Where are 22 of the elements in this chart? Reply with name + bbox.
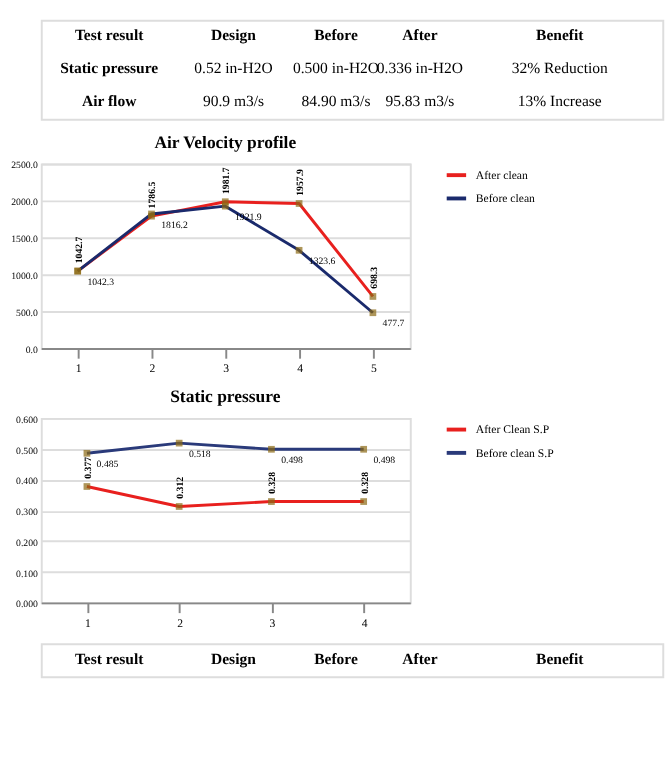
- text: Benefit: [536, 649, 585, 668]
- text: 95.83 m3/s: [385, 92, 455, 111]
- text: 13% Increase: [517, 92, 603, 111]
- text: Design: [211, 649, 258, 668]
- text: Design: [211, 26, 258, 45]
- text: Test result: [74, 649, 145, 668]
- chart-title: Static pressure: [170, 386, 281, 407]
- text: 90.9 m3/s: [202, 92, 265, 111]
- chart-title: Air Velocity profile: [154, 131, 297, 152]
- text: Before: [314, 649, 359, 668]
- text: After: [402, 26, 439, 45]
- text: Test result: [74, 26, 145, 45]
- text: Before: [314, 26, 359, 45]
- text: 84.90 m3/s: [301, 92, 371, 111]
- text: Air flow: [81, 92, 138, 111]
- text: Benefit: [536, 26, 585, 45]
- text: 0.52 in-H2O: [194, 59, 274, 78]
- text: 0.336 in-H2O: [376, 59, 464, 78]
- text: 0.500 in-H2O: [292, 59, 380, 78]
- text: Static pressure: [60, 59, 160, 78]
- text: After: [402, 649, 439, 668]
- text: 32% Reduction: [511, 59, 608, 78]
